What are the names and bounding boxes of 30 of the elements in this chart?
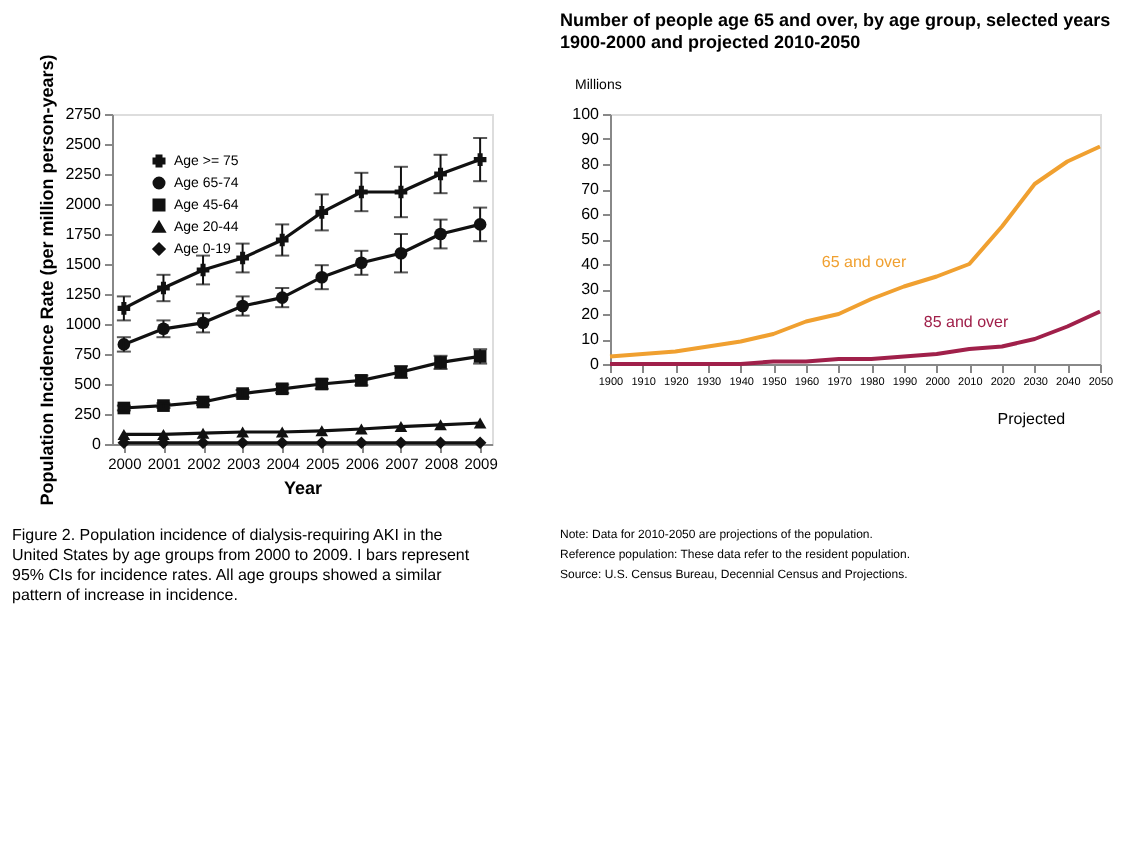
y-tick-label: 20 <box>581 305 601 323</box>
y-axis-title: Population Incidence Rate (per million person-years) <box>37 54 58 506</box>
series-label: 85 and over <box>923 312 1009 331</box>
y-tick-label: 2500 <box>65 135 103 153</box>
x-axis-title: Year <box>283 478 323 498</box>
y-tick-label: 2000 <box>65 195 103 213</box>
y-tick-label: 2750 <box>65 105 103 123</box>
y-tick-label: 60 <box>581 205 601 223</box>
y-tick-label: 80 <box>581 155 601 173</box>
text: Projected <box>997 410 1066 428</box>
y-tick-label: 1750 <box>65 225 103 243</box>
y-tick-label: 70 <box>581 180 601 198</box>
y-tick-label: 40 <box>581 255 601 273</box>
y-tick-label: 2250 <box>65 165 103 183</box>
series-label: 65 and over <box>821 252 907 271</box>
y-tick-label: 1500 <box>65 255 103 273</box>
y-tick-label: 10 <box>581 330 601 348</box>
chart-title: Number of people age 65 and over, by age group, selected years 1900-2000 and projected 2010-2050 <box>560 10 1111 52</box>
y-tick-label: 30 <box>581 280 601 298</box>
y-tick-label: 1000 <box>65 315 103 333</box>
y-tick-label: 500 <box>74 375 103 393</box>
y-tick-label: 750 <box>74 345 103 363</box>
y-tick-label: 0 <box>590 355 601 373</box>
y-tick-label: 0 <box>92 435 103 453</box>
caption: Figure 2. Population incidence of dialysis-requiring AKI in the United States by age groups from 2000 to 2009. I bars represent 95% CIs for incidence rates. All age groups showed a similar pattern of increase in incidence. <box>12 526 471 604</box>
y-tick-label: 1250 <box>65 285 103 303</box>
y-tick-label: 50 <box>581 230 601 248</box>
y-tick-label: 100 <box>572 105 601 123</box>
y-tick-label: 90 <box>581 130 601 148</box>
y-tick-label: 250 <box>74 405 103 423</box>
